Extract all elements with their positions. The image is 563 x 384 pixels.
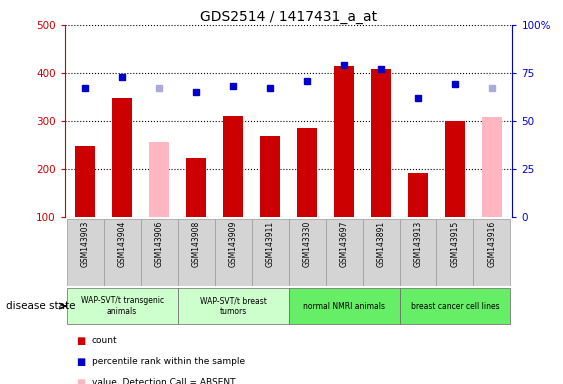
Text: WAP-SVT/t transgenic
animals: WAP-SVT/t transgenic animals: [81, 296, 164, 316]
Bar: [215, 219, 252, 286]
Text: GSM143697: GSM143697: [339, 221, 348, 267]
Text: GSM143913: GSM143913: [413, 221, 422, 267]
Bar: [260, 136, 280, 217]
Bar: [473, 219, 511, 286]
Bar: [400, 288, 511, 324]
Bar: [297, 128, 317, 217]
Bar: [445, 121, 465, 217]
Text: GSM143915: GSM143915: [450, 221, 459, 267]
Bar: [66, 288, 177, 324]
Text: GSM143911: GSM143911: [266, 221, 275, 267]
Text: percentile rank within the sample: percentile rank within the sample: [92, 357, 245, 366]
Text: ■: ■: [76, 336, 85, 346]
Bar: [325, 219, 363, 286]
Bar: [186, 159, 206, 217]
Text: GSM143891: GSM143891: [377, 221, 386, 267]
Text: GSM143903: GSM143903: [81, 221, 90, 267]
Bar: [436, 219, 473, 286]
Text: breast cancer cell lines: breast cancer cell lines: [410, 301, 499, 311]
Bar: [223, 116, 243, 217]
Text: GSM143909: GSM143909: [229, 221, 238, 267]
Bar: [75, 146, 95, 217]
Bar: [141, 219, 177, 286]
Bar: [177, 288, 289, 324]
Text: normal NMRI animals: normal NMRI animals: [303, 301, 385, 311]
Text: GSM143330: GSM143330: [302, 221, 311, 267]
Bar: [371, 69, 391, 217]
Bar: [104, 219, 141, 286]
Bar: [363, 219, 400, 286]
Bar: [482, 117, 502, 217]
Bar: [252, 219, 288, 286]
Text: count: count: [92, 336, 118, 345]
Text: disease state: disease state: [6, 301, 75, 311]
Text: ■: ■: [76, 357, 85, 367]
Bar: [289, 288, 400, 324]
Text: GSM143908: GSM143908: [191, 221, 200, 267]
Bar: [66, 219, 104, 286]
Bar: [177, 219, 215, 286]
Bar: [408, 173, 428, 217]
Text: WAP-SVT/t breast
tumors: WAP-SVT/t breast tumors: [200, 296, 266, 316]
Text: ■: ■: [76, 378, 85, 384]
Bar: [112, 98, 132, 217]
Text: GSM143904: GSM143904: [118, 221, 127, 267]
Title: GDS2514 / 1417431_a_at: GDS2514 / 1417431_a_at: [200, 10, 377, 24]
Bar: [289, 219, 325, 286]
Bar: [334, 66, 354, 217]
Text: GSM143906: GSM143906: [155, 221, 164, 267]
Text: GSM143916: GSM143916: [488, 221, 497, 267]
Bar: [149, 142, 169, 217]
Text: value, Detection Call = ABSENT: value, Detection Call = ABSENT: [92, 378, 235, 384]
Bar: [400, 219, 436, 286]
